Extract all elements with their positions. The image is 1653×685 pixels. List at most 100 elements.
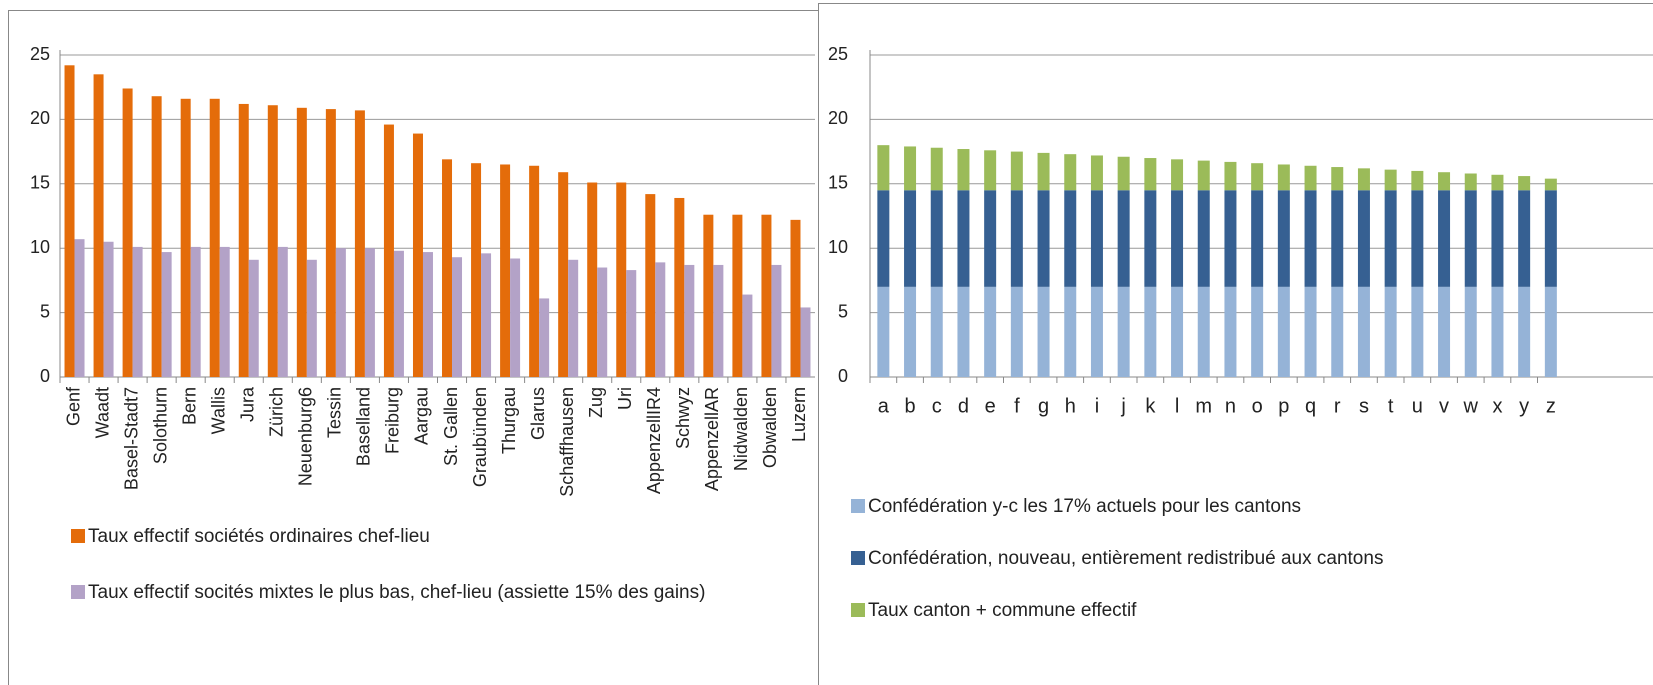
legend-swatch: [851, 603, 865, 617]
bar-segment: [1064, 154, 1077, 191]
bar-segment: [957, 286, 970, 377]
y-tick-label: 10: [828, 237, 848, 257]
x-tick-label: Baselland: [354, 387, 374, 466]
bar-segment: [1518, 176, 1531, 191]
bar: [539, 298, 550, 377]
x-tick-label: Zug: [586, 387, 606, 418]
x-tick-label: k: [1145, 395, 1156, 417]
legend-label: Confédération, nouveau, entièrement redi…: [868, 548, 1384, 569]
bar: [383, 124, 394, 377]
bar-segment: [1197, 286, 1210, 377]
bar: [510, 258, 521, 377]
bar: [616, 182, 627, 377]
x-tick-label: z: [1546, 395, 1556, 417]
x-tick-label: Aargau: [412, 387, 432, 445]
bar-segment: [1224, 190, 1237, 287]
x-tick-label: Genf: [63, 386, 83, 426]
bar: [335, 248, 346, 377]
y-tick-label: 5: [838, 301, 848, 321]
bar-segment: [1197, 160, 1210, 191]
x-tick-label: Schwyz: [673, 387, 693, 449]
bar-segment: [877, 286, 890, 377]
bar-segment: [1037, 152, 1050, 191]
x-tick-label: Luzern: [789, 387, 809, 442]
bar: [568, 259, 579, 377]
x-tick-label: v: [1439, 395, 1449, 417]
bar-segment: [957, 149, 970, 191]
bar: [587, 182, 598, 377]
x-tick-label: j: [1120, 395, 1125, 417]
bar-segment: [1357, 168, 1370, 191]
bar-segment: [1438, 172, 1451, 191]
bar: [132, 246, 143, 377]
bar-segment: [1304, 165, 1317, 191]
bar: [412, 133, 423, 377]
bar-segment: [1010, 286, 1023, 377]
bar-segment: [1144, 158, 1157, 191]
bar-segment: [1384, 169, 1397, 191]
bar-segment: [1171, 190, 1184, 287]
x-tick-label: l: [1175, 395, 1179, 417]
bar: [558, 172, 569, 377]
bar-segment: [1491, 286, 1504, 377]
bar-segment: [1304, 286, 1317, 377]
legend-entry: Taux effectif socités mixtes le plus bas…: [88, 582, 705, 603]
x-tick-label: AppenzellAR: [702, 387, 722, 491]
bar-segment: [1544, 178, 1557, 191]
bar: [209, 98, 220, 378]
bar: [529, 165, 540, 377]
bar: [703, 214, 714, 377]
bar-segment: [1171, 159, 1184, 191]
bar-segment: [904, 190, 917, 287]
bar: [238, 103, 249, 377]
x-tick-label: s: [1359, 395, 1369, 417]
x-tick-label: Neuenburg6: [296, 387, 316, 486]
x-tick-label: a: [878, 395, 890, 417]
y-tick-label: 5: [40, 301, 50, 321]
legend-label: Taux canton + commune effectif: [868, 600, 1137, 621]
bar: [103, 241, 114, 377]
bar-segment: [1544, 190, 1557, 287]
bar-segment: [984, 150, 997, 191]
bar: [267, 105, 278, 378]
bar-segment: [1277, 286, 1290, 377]
x-tick-label: Graubünden: [470, 387, 490, 487]
x-tick-label: e: [985, 395, 996, 417]
y-tick-label: 0: [40, 366, 50, 386]
bar: [354, 110, 365, 377]
legend-entry: Taux effectif sociétés ordinaires chef-l…: [88, 526, 430, 547]
x-tick-label: Tessin: [325, 387, 345, 438]
x-tick-label: x: [1492, 395, 1502, 417]
bar: [93, 74, 104, 377]
bar-segment: [1411, 286, 1424, 377]
bar: [732, 214, 743, 377]
bar: [655, 262, 666, 377]
x-tick-label: g: [1038, 395, 1049, 417]
bar-segment: [1117, 286, 1130, 377]
x-tick-label: c: [932, 395, 942, 417]
bar-segment: [1251, 190, 1264, 287]
legend-entry: Confédération, nouveau, entièrement redi…: [868, 548, 1384, 569]
bar: [442, 159, 453, 377]
legend-swatch: [71, 529, 85, 543]
bar: [364, 248, 375, 377]
bar: [626, 270, 637, 377]
bar-segment: [1251, 286, 1264, 377]
x-tick-label: d: [958, 395, 969, 417]
x-tick-label: St. Gallen: [441, 387, 461, 466]
x-tick-label: Wallis: [208, 387, 228, 434]
x-tick-label: Uri: [615, 387, 635, 410]
legend-entry: Taux canton + commune effectif: [868, 600, 1137, 621]
bar-segment: [877, 145, 890, 191]
bar: [481, 253, 492, 377]
bar: [674, 197, 685, 377]
x-tick-label: b: [904, 395, 915, 417]
bar-segment: [1438, 190, 1451, 287]
y-tick-label: 0: [838, 366, 848, 386]
bar-segment: [1331, 286, 1344, 377]
x-tick-label: i: [1095, 395, 1099, 417]
x-tick-label: Thurgau: [499, 387, 519, 454]
bar-segment: [1117, 156, 1130, 191]
bar-segment: [1197, 190, 1210, 287]
